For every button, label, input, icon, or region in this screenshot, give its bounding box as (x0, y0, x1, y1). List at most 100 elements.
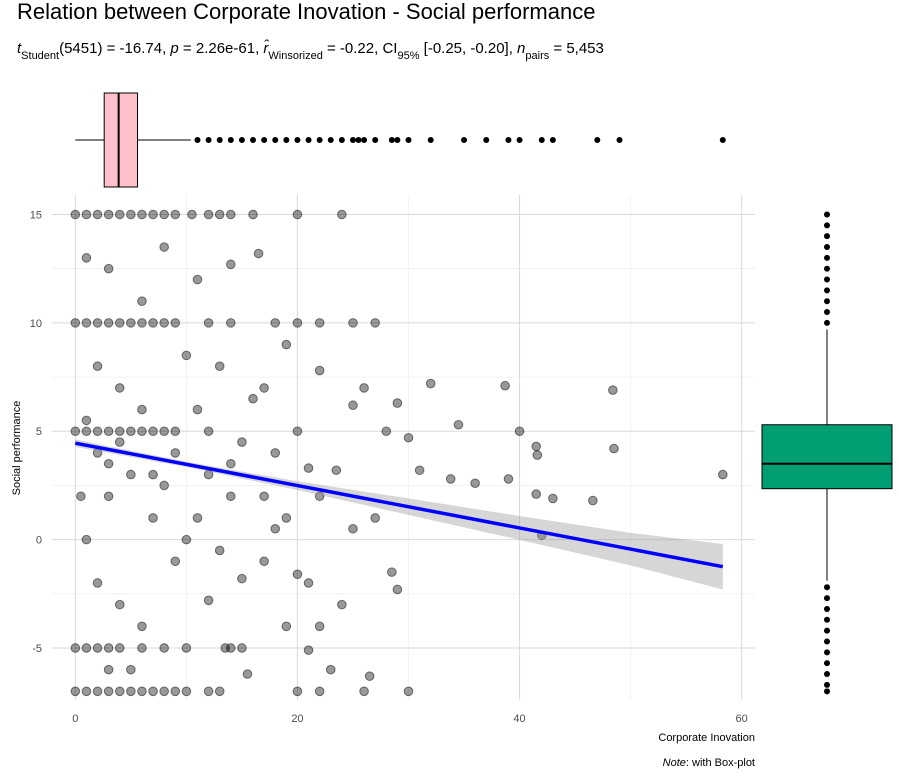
point (403, 432, 414, 443)
point (392, 584, 403, 595)
outlier (824, 688, 830, 695)
fit-line (74, 441, 724, 569)
point (500, 380, 510, 391)
point (203, 426, 214, 437)
point (181, 686, 192, 697)
point (114, 686, 125, 697)
outlier (824, 319, 830, 326)
point (548, 493, 558, 504)
point (137, 621, 147, 632)
point (303, 463, 314, 473)
point (81, 534, 92, 545)
confidence-band (75, 439, 723, 590)
point (103, 491, 114, 502)
outlier (824, 605, 830, 612)
point (170, 448, 181, 458)
point (137, 643, 147, 653)
point (314, 686, 325, 697)
point (192, 274, 203, 285)
text-part: = 5,453 (549, 40, 604, 57)
box (761, 424, 893, 490)
point (137, 404, 147, 415)
text-part: = 2.26e-61, (179, 40, 264, 57)
point (170, 318, 181, 328)
point (226, 259, 236, 270)
point (114, 426, 125, 437)
point (470, 478, 480, 489)
outlier (824, 233, 830, 240)
x-tick-label: 20 (291, 713, 303, 725)
outlier (824, 670, 830, 677)
point (588, 495, 598, 506)
outlier (824, 287, 830, 294)
point (226, 318, 236, 328)
point (370, 318, 380, 328)
point (203, 686, 214, 697)
text-part: Note (663, 757, 686, 769)
point (445, 474, 456, 484)
point (181, 643, 192, 653)
point (92, 578, 103, 588)
point (348, 318, 358, 328)
point (81, 415, 92, 426)
y-tick-label: -5 (32, 643, 42, 655)
point (170, 556, 181, 567)
y-tick-label: 0 (36, 535, 42, 547)
outlier (824, 254, 830, 261)
outlier (824, 211, 830, 218)
outlier (261, 137, 268, 143)
outlier (824, 298, 830, 305)
x-axis-label: Corporate Inovation (658, 732, 755, 744)
point (503, 474, 514, 484)
outlier (824, 638, 830, 645)
point (114, 437, 125, 447)
point (70, 318, 81, 328)
point (92, 361, 103, 372)
outlier (338, 137, 345, 143)
point (214, 361, 225, 372)
outlier (824, 265, 830, 272)
outlier (205, 137, 212, 143)
point (103, 263, 114, 274)
point (237, 437, 247, 447)
point (214, 545, 225, 556)
y-tick-label: 15 (30, 210, 42, 222)
outlier (824, 222, 830, 229)
point (126, 469, 136, 480)
point (214, 686, 225, 697)
outlier (327, 137, 334, 143)
outlier (294, 137, 301, 143)
point (81, 209, 92, 220)
point (70, 686, 81, 697)
text-part: [-0.25, -0.20], (419, 40, 517, 57)
outlier (316, 137, 323, 143)
point (314, 365, 325, 376)
text-part: p (169, 40, 178, 57)
point (292, 686, 303, 697)
point (148, 686, 158, 697)
text-part: t (17, 40, 22, 57)
text-part: 95% (397, 50, 419, 62)
point (259, 491, 269, 502)
point (226, 209, 236, 220)
y-tick-label: 10 (30, 318, 42, 330)
point (103, 664, 114, 675)
point (148, 426, 158, 437)
box (103, 92, 139, 188)
point (203, 318, 214, 328)
outlier (372, 137, 379, 143)
text-part: n (517, 40, 525, 57)
point (292, 209, 303, 220)
point (92, 426, 103, 437)
point (325, 664, 336, 675)
outlier (538, 137, 545, 143)
point (159, 643, 169, 653)
point (337, 209, 347, 220)
outlier (719, 137, 726, 143)
outlier (305, 137, 312, 143)
point (292, 569, 303, 580)
point (148, 469, 158, 480)
point (531, 489, 542, 499)
point (137, 426, 147, 437)
text-part: = -0.22, CI (323, 40, 398, 57)
